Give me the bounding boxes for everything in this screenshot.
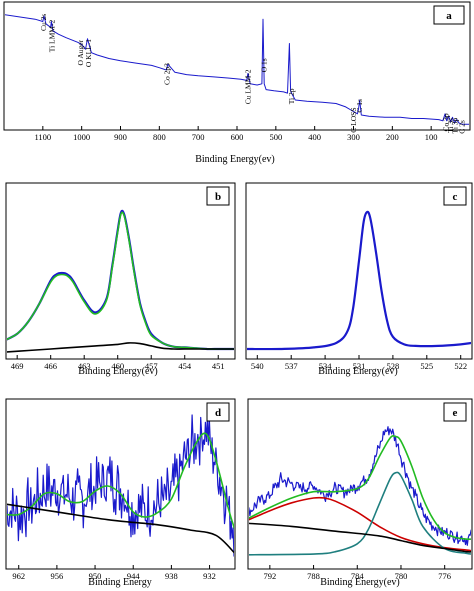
x-axis-label: Binding Energy(ev) bbox=[78, 366, 158, 377]
x-tick-label: 469 bbox=[11, 361, 24, 371]
x-tick-label: 100 bbox=[425, 132, 438, 142]
panel-label-box bbox=[433, 5, 465, 25]
x-tick-label: 540 bbox=[251, 361, 264, 371]
series-line-e-3 bbox=[249, 471, 471, 556]
chart-panel-c: 540 537 534 531 528 525 522 Binding Energy(ev) c bbox=[245, 182, 473, 377]
panel-label: c bbox=[453, 191, 458, 203]
x-tick-label: 400 bbox=[308, 132, 321, 142]
x-tick-label: 463 bbox=[78, 361, 91, 371]
x-tick-label: 300 bbox=[347, 132, 360, 142]
chart-panel-e: 792 788 784 780 776 Binding Energy(ev) e bbox=[247, 398, 473, 588]
panel-label: b bbox=[215, 191, 221, 203]
peak-annotation: Ti 3s bbox=[446, 118, 455, 133]
panel-label-box bbox=[443, 402, 467, 422]
panel-label: a bbox=[446, 10, 452, 22]
x-tick-label: 460 bbox=[111, 361, 124, 371]
series-line-b-2 bbox=[7, 342, 234, 353]
panel-label-box bbox=[206, 186, 230, 206]
x-axis-label: Binding Energy(ev) bbox=[320, 577, 400, 588]
x-tick-label: 780 bbox=[395, 571, 408, 581]
x-tick-label: 531 bbox=[353, 361, 366, 371]
x-tick-label: 700 bbox=[192, 132, 205, 142]
plot-frame bbox=[247, 398, 473, 570]
series-line-b-0 bbox=[7, 209, 234, 351]
series-line-e-0 bbox=[249, 426, 471, 546]
peak-annotation: O Auger bbox=[76, 39, 85, 65]
x-tick-label: 956 bbox=[51, 571, 64, 581]
x-axis-label: Binding Energy(ev) bbox=[318, 366, 398, 377]
peak-annotation: Co 3p bbox=[441, 113, 450, 131]
series-line-b-1 bbox=[7, 211, 234, 350]
x-tick-label: 784 bbox=[351, 571, 365, 581]
series-line-d-0 bbox=[7, 414, 234, 557]
peak-annotation: Co 2p3 bbox=[163, 63, 172, 85]
x-tick-label: 451 bbox=[212, 361, 225, 371]
series-line-e-2 bbox=[249, 496, 471, 552]
panel-label-box bbox=[206, 402, 230, 422]
x-axis-label: Binding Energy(ev) bbox=[195, 154, 275, 165]
x-tick-label: 900 bbox=[114, 132, 127, 142]
panel-label: d bbox=[215, 407, 221, 419]
x-tick-label: 522 bbox=[454, 361, 467, 371]
x-tick-label: 528 bbox=[387, 361, 400, 371]
peak-annotation: Ti LMM-2 bbox=[47, 20, 56, 53]
x-tick-label: 944 bbox=[127, 571, 141, 581]
peak-annotation: Ti 2p bbox=[287, 88, 296, 104]
peak-annotation: Cu 2s bbox=[39, 14, 48, 31]
x-tick-label: 466 bbox=[44, 361, 57, 371]
x-tick-label: 457 bbox=[145, 361, 158, 371]
x-tick-label: 788 bbox=[307, 571, 320, 581]
peak-annotation: C 1s bbox=[355, 99, 364, 113]
x-tick-label: 932 bbox=[203, 571, 216, 581]
x-tick-label: 454 bbox=[178, 361, 192, 371]
series-line-e-1 bbox=[249, 435, 471, 540]
panel-label-box bbox=[443, 186, 467, 206]
series-line-c-0 bbox=[247, 210, 471, 351]
x-tick-label: 500 bbox=[269, 132, 282, 142]
peak-annotation: Ti 3p bbox=[451, 117, 460, 133]
plot-frame bbox=[5, 182, 236, 360]
panel-label: e bbox=[453, 407, 458, 419]
plot-frame bbox=[5, 398, 236, 570]
peak-annotation: C 2s bbox=[458, 120, 467, 134]
chart-panel-d: 962 956 950 944 938 932 Binding Energy d bbox=[5, 398, 236, 588]
peak-annotation: O KLL-1 bbox=[84, 39, 93, 67]
x-tick-label: 950 bbox=[89, 571, 102, 581]
series-line-a-0 bbox=[5, 14, 469, 125]
series-line-d-1 bbox=[7, 432, 234, 530]
x-tick-label: 534 bbox=[319, 361, 333, 371]
x-tick-label: 1100 bbox=[34, 132, 51, 142]
x-tick-label: 962 bbox=[12, 571, 25, 581]
plot-frame bbox=[3, 1, 471, 131]
chart-panel-a: 1100 1000 900 800 700 600 500 400 300 200 100 Bindi… bbox=[3, 1, 471, 165]
x-tick-label: 525 bbox=[420, 361, 433, 371]
series-line-d-2 bbox=[7, 503, 234, 554]
peak-annotation: C LOSS bbox=[349, 108, 358, 133]
x-tick-label: 800 bbox=[153, 132, 166, 142]
x-tick-label: 776 bbox=[438, 571, 451, 581]
peak-annotation: O 1s bbox=[259, 58, 268, 72]
peak-annotation: Cu LMM-2 bbox=[243, 69, 252, 104]
chart-panel-b: 469 466 463 460 457 454 451 Binding Energy(ev) b bbox=[5, 182, 236, 377]
x-tick-label: 600 bbox=[231, 132, 244, 142]
series-line-e-4 bbox=[249, 522, 471, 553]
plot-frame bbox=[245, 182, 473, 360]
x-tick-label: 200 bbox=[386, 132, 399, 142]
x-tick-label: 792 bbox=[263, 571, 276, 581]
x-tick-label: 537 bbox=[285, 361, 298, 371]
x-axis-label: Binding Energy bbox=[88, 577, 151, 588]
x-tick-label: 938 bbox=[165, 571, 178, 581]
x-tick-label: 1000 bbox=[73, 132, 90, 142]
